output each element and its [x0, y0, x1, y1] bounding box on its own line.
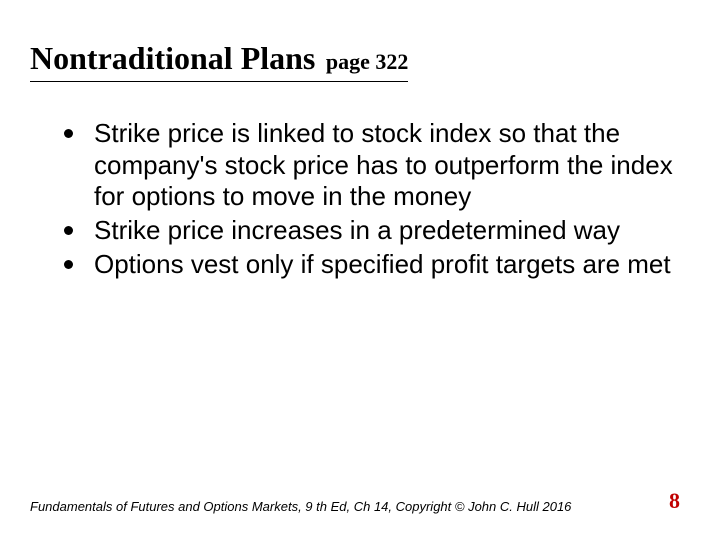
- slide-title-sub: page 322: [326, 49, 409, 74]
- footer: Fundamentals of Futures and Options Mark…: [30, 488, 680, 514]
- slide-title: Nontraditional Plans: [30, 40, 315, 76]
- slide: Nontraditional Plans page 322 Strike pri…: [0, 0, 720, 540]
- footer-text: Fundamentals of Futures and Options Mark…: [30, 499, 571, 514]
- list-item: Strike price increases in a predetermine…: [64, 215, 680, 247]
- list-item: Options vest only if specified profit ta…: [64, 249, 680, 281]
- title-underline: Nontraditional Plans page 322: [30, 40, 408, 82]
- list-item: Strike price is linked to stock index so…: [64, 118, 680, 213]
- page-number: 8: [669, 488, 680, 514]
- bullet-list: Strike price is linked to stock index so…: [30, 118, 680, 281]
